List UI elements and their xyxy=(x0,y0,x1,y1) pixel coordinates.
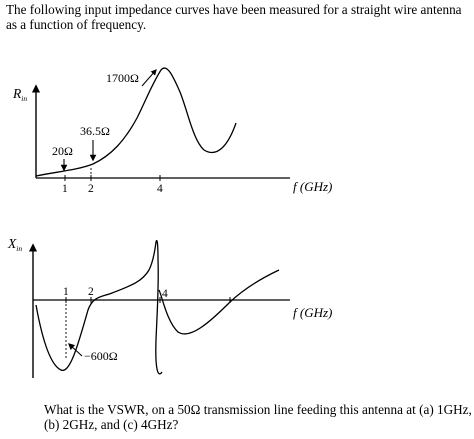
xin-tick-label-4: 4 xyxy=(162,288,168,300)
question-text: What is the VSWR, on a 50Ω transmission … xyxy=(44,402,472,432)
rin-curve xyxy=(35,67,237,177)
xin-tick-label-2: 2 xyxy=(88,286,94,298)
xin-curve-right xyxy=(158,269,280,335)
rin-annotation-1ghz: 20Ω xyxy=(52,144,73,158)
rin-tick-label-4: 4 xyxy=(157,183,163,195)
intro-text: The following input impedance curves hav… xyxy=(6,2,462,32)
xin-annotation-1ghz: −600Ω xyxy=(84,349,118,363)
xin-x-label: f (GHz) xyxy=(293,305,332,320)
xin-curve-left xyxy=(35,239,163,375)
rin-annotation-2ghz: 36.5Ω xyxy=(80,124,110,138)
rin-peak-arrow xyxy=(141,69,157,87)
rin-y-label: Rin xyxy=(12,86,27,103)
resistance-plot: Rin f (GHz) 1 2 4 1700Ω 36.5Ω 20Ω xyxy=(12,67,332,195)
rin-x-label: f (GHz) xyxy=(293,179,332,194)
xin-1ghz-arrow xyxy=(68,343,83,357)
xin-y-label: Xin xyxy=(7,236,22,253)
rin-tick-label-2: 2 xyxy=(88,183,94,195)
rin-tick-label-1: 1 xyxy=(62,183,68,195)
xin-tick-label-1: 1 xyxy=(63,286,69,298)
reactance-plot: Xin f (GHz) 1 2 4 −600Ω xyxy=(7,236,332,378)
rin-annotation-peak: 1700Ω xyxy=(106,71,139,85)
